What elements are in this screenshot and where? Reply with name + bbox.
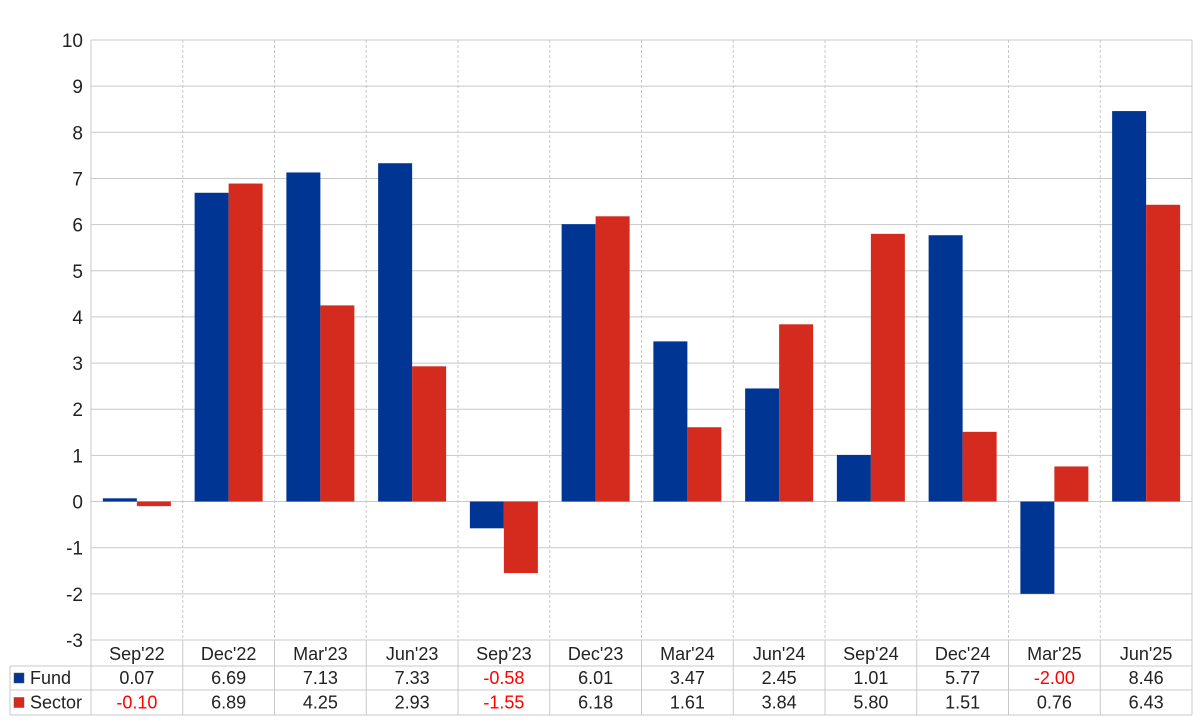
y-tick-label: 9 <box>72 77 83 98</box>
data-label: 6.18 <box>578 693 613 713</box>
x-tick-label: Sep'23 <box>476 644 532 664</box>
y-tick-label: 7 <box>72 169 83 190</box>
data-label: 5.77 <box>945 668 980 688</box>
data-label: 6.01 <box>578 668 613 688</box>
y-tick-label: 10 <box>62 31 83 52</box>
x-tick-label: Mar'23 <box>293 644 347 664</box>
bar-fund <box>286 172 321 502</box>
y-tick-label: 1 <box>72 446 83 467</box>
data-label: 0.07 <box>119 668 154 688</box>
bar-sector <box>1054 466 1089 502</box>
data-label: 4.25 <box>303 693 338 713</box>
y-tick-label: 8 <box>72 123 83 144</box>
y-tick-label: -2 <box>66 585 83 606</box>
y-tick-label: -3 <box>66 631 83 652</box>
bar-sector <box>687 427 722 502</box>
data-label: 3.47 <box>670 668 705 688</box>
bar-sector <box>412 366 447 502</box>
x-tick-label: Jun'23 <box>386 644 438 664</box>
bar-sector <box>1146 204 1181 502</box>
y-tick-label: 5 <box>72 262 83 283</box>
legend-label: Fund <box>30 668 71 688</box>
data-label: 6.89 <box>211 693 246 713</box>
x-tick-label: Jun'25 <box>1120 644 1172 664</box>
bar-fund <box>1020 501 1055 594</box>
data-label: -1.55 <box>483 693 524 713</box>
bar-fund <box>653 341 688 502</box>
data-table: Sep'22 Dec'22 Mar'23 Jun'23 Sep'23 Dec'23 Mar'… <box>9 639 1193 716</box>
bar-fund <box>194 192 229 502</box>
y-tick-label: 6 <box>72 216 83 237</box>
x-tick-label: Dec'23 <box>568 644 623 664</box>
data-label: 6.69 <box>211 668 246 688</box>
y-tick-label: 4 <box>72 308 83 329</box>
bar-fund <box>561 224 596 502</box>
bar-fund <box>1112 111 1147 502</box>
bar-sector <box>870 233 905 502</box>
bar-sector <box>136 501 171 507</box>
bar-sector <box>962 431 997 502</box>
data-label: 6.43 <box>1129 693 1164 713</box>
bar-fund <box>378 163 413 502</box>
y-tick-label: -1 <box>66 539 83 560</box>
legend-swatch-sector <box>13 697 25 708</box>
data-label: 7.33 <box>395 668 430 688</box>
bar-fund <box>836 454 871 502</box>
data-label: 5.80 <box>853 693 888 713</box>
bar-fund <box>928 235 963 502</box>
bar-sector <box>595 216 630 502</box>
bar-sector <box>779 324 814 502</box>
bar-sector <box>228 183 263 502</box>
y-tick-label: 0 <box>72 493 83 514</box>
data-label: 3.84 <box>762 693 797 713</box>
data-label: 7.13 <box>303 668 338 688</box>
bars <box>102 111 1181 594</box>
data-label: 2.45 <box>762 668 797 688</box>
x-tick-label: Mar'24 <box>660 644 714 664</box>
data-label: -0.58 <box>483 668 524 688</box>
data-label: 1.51 <box>945 693 980 713</box>
bar-fund <box>102 498 137 502</box>
data-label: 2.93 <box>395 693 430 713</box>
y-tick-label: 3 <box>72 354 83 375</box>
bar-sector <box>503 501 538 574</box>
x-tick-label: Sep'22 <box>109 644 165 664</box>
bar-sector <box>320 305 355 502</box>
bar-fund <box>745 388 780 502</box>
x-tick-label: Sep'24 <box>843 644 899 664</box>
legend-swatch-fund <box>13 672 25 684</box>
x-tick-label: Dec'24 <box>935 644 990 664</box>
legend-label: Sector <box>30 693 82 713</box>
data-label: -2.00 <box>1034 668 1075 688</box>
y-tick-label: 2 <box>72 400 83 421</box>
data-label: 0.76 <box>1037 693 1072 713</box>
data-label: 1.61 <box>670 693 705 713</box>
x-tick-label: Mar'25 <box>1027 644 1081 664</box>
bar-fund <box>469 501 504 529</box>
x-tick-label: Dec'22 <box>201 644 256 664</box>
data-label: -0.10 <box>116 693 157 713</box>
x-tick-label: Jun'24 <box>753 644 805 664</box>
data-label: 8.46 <box>1129 668 1164 688</box>
data-label: 1.01 <box>853 668 888 688</box>
